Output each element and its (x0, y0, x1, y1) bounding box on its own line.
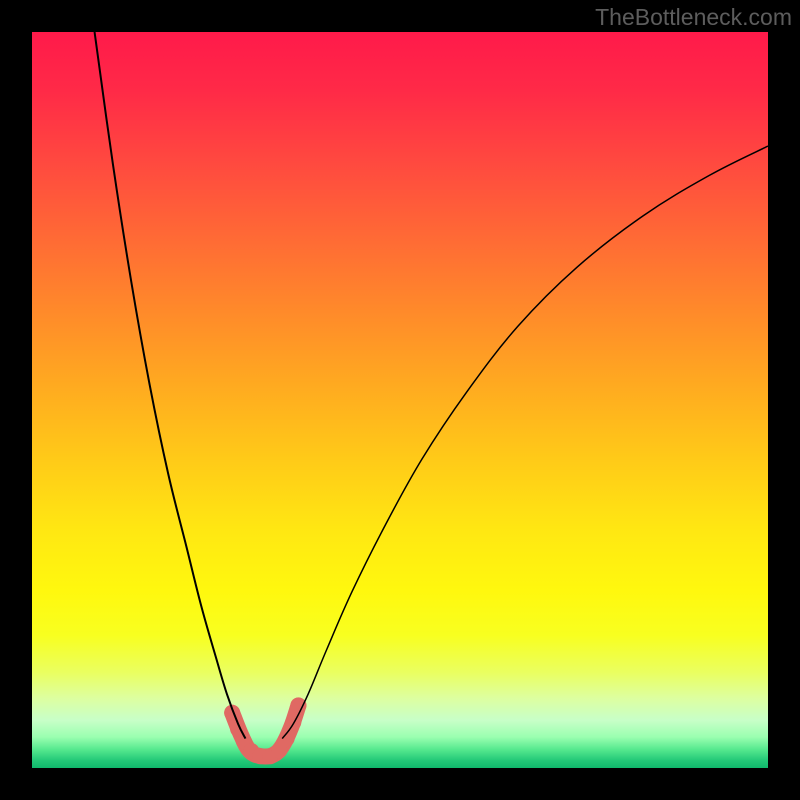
watermark-text: TheBottleneck.com (595, 4, 792, 31)
optimal-range-dot (290, 697, 306, 713)
chart-canvas: TheBottleneck.com (0, 0, 800, 800)
bottleneck-curve-left (95, 32, 246, 739)
plot-area (32, 32, 768, 768)
bottleneck-curve-right (282, 146, 768, 738)
curve-overlay (32, 32, 768, 768)
